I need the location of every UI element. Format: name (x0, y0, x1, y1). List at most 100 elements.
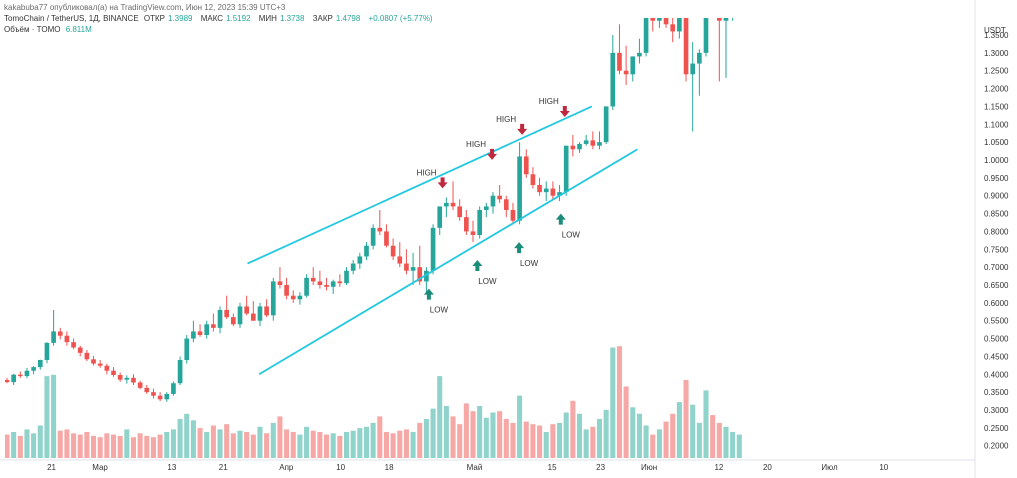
candle-body (171, 383, 176, 394)
open-value: 1.3989 (168, 14, 193, 23)
time-tick-label: Май (467, 463, 483, 472)
volume-bar (350, 430, 356, 458)
candle-body (111, 370, 116, 375)
candle-body (617, 52, 622, 71)
volume-bar (523, 421, 529, 458)
time-tick-label: 10 (879, 463, 888, 472)
volume-bar (230, 433, 236, 458)
volume-bar (563, 412, 569, 458)
low-label[interactable]: LOW (478, 277, 497, 286)
candle-body (284, 285, 289, 296)
volume-bar (543, 432, 549, 458)
candle-body (377, 227, 383, 232)
arrow-up-icon[interactable] (472, 260, 483, 271)
symbol-name[interactable]: TomoChain / TetherUS, 1Д, BINANCE (4, 14, 139, 23)
high-label[interactable]: HIGH (417, 168, 437, 177)
candle-body (24, 370, 30, 377)
volume-bar (423, 419, 429, 458)
volume-bar (270, 422, 276, 458)
candle-body (397, 256, 403, 264)
price-tick-label: 0.8500 (984, 210, 1009, 219)
candle-body (710, 0, 715, 10)
candle-body (11, 374, 16, 383)
high-label: МАКС (200, 14, 224, 23)
volume-bar (157, 434, 163, 458)
channel-lower-line[interactable] (258, 148, 638, 376)
candle-body (104, 365, 110, 371)
volume-bar (650, 434, 656, 458)
high-label[interactable]: HIGH (539, 97, 559, 106)
volume-bar (51, 374, 57, 458)
arrow-down-icon[interactable] (559, 106, 570, 117)
candle-body (211, 324, 216, 328)
candle-body (244, 306, 249, 314)
arrow-down-icon[interactable] (437, 177, 448, 189)
channel-upper-line[interactable] (247, 105, 593, 265)
volume-bar (457, 424, 463, 458)
arrow-down-icon[interactable] (487, 148, 498, 160)
candle-body (204, 324, 210, 335)
candle-body (430, 227, 436, 271)
candle-body (31, 367, 36, 371)
volume-bar (137, 433, 143, 458)
volume-bar (363, 426, 370, 458)
candle-body (44, 342, 50, 360)
price-tick-label: 0.9000 (984, 192, 1009, 201)
high-label[interactable]: HIGH (496, 115, 516, 124)
low-label[interactable]: LOW (520, 259, 539, 268)
currency-label: USDT (984, 26, 1006, 35)
volume-bar (244, 432, 250, 458)
candle-body (610, 52, 616, 107)
volume-bar (403, 429, 409, 458)
volume-bar (297, 434, 303, 458)
candle-body (497, 195, 502, 200)
symbol-legend[interactable]: TomoChain / TetherUS, 1Д, BINANCE ОТКР 1.… (4, 13, 704, 24)
price-tick-label: 0.5000 (984, 335, 1009, 344)
volume-bar (550, 424, 556, 458)
candle-body (703, 18, 709, 53)
low-label[interactable]: LOW (562, 231, 581, 240)
time-tick-label: 15 (548, 463, 557, 472)
volume-bar (490, 412, 496, 458)
arrow-up-icon[interactable] (514, 242, 525, 254)
time-tick-label: Мар (92, 463, 108, 472)
series-layer (5, 0, 742, 458)
candle-body (630, 56, 636, 75)
candle-body (697, 52, 702, 64)
low-label[interactable]: LOW (430, 306, 449, 315)
candle-body (457, 206, 463, 218)
volume-bar (257, 426, 263, 458)
candle-body (737, 0, 742, 3)
arrow-up-icon[interactable] (555, 213, 566, 225)
arrow-up-icon[interactable] (423, 288, 434, 300)
candle-body (517, 156, 522, 221)
volume-bar (304, 426, 310, 458)
candle-body (277, 281, 283, 285)
arrow-down-icon[interactable] (517, 123, 528, 135)
volume-bar (483, 417, 489, 458)
time-tick-label: 21 (47, 463, 56, 472)
candle-body (650, 18, 656, 21)
price-tick-label: 0.4500 (984, 352, 1009, 361)
price-tick-label: 0.7000 (984, 263, 1009, 272)
volume-legend[interactable]: Объём · TOMO 6.811M (4, 24, 704, 35)
volume-bar (670, 413, 676, 458)
candle-body (304, 277, 309, 296)
high-label[interactable]: HIGH (466, 140, 486, 149)
candle-body (330, 281, 336, 287)
candle-body (390, 245, 396, 257)
volume-bar (84, 432, 90, 458)
price-tick-label: 0.3500 (984, 388, 1009, 397)
candle-body (177, 360, 183, 384)
candle-body (357, 256, 363, 264)
ohlc-close: ЗАКР 1.4798 (313, 14, 364, 23)
candle-body (543, 188, 549, 193)
volume-bar (470, 411, 476, 458)
volume-bar (71, 433, 77, 458)
volume-label[interactable]: Объём · TOMO (4, 25, 61, 34)
candle-body (350, 263, 356, 271)
volume-bar (716, 422, 722, 458)
candle-body (690, 63, 696, 75)
candle-body (663, 18, 669, 25)
